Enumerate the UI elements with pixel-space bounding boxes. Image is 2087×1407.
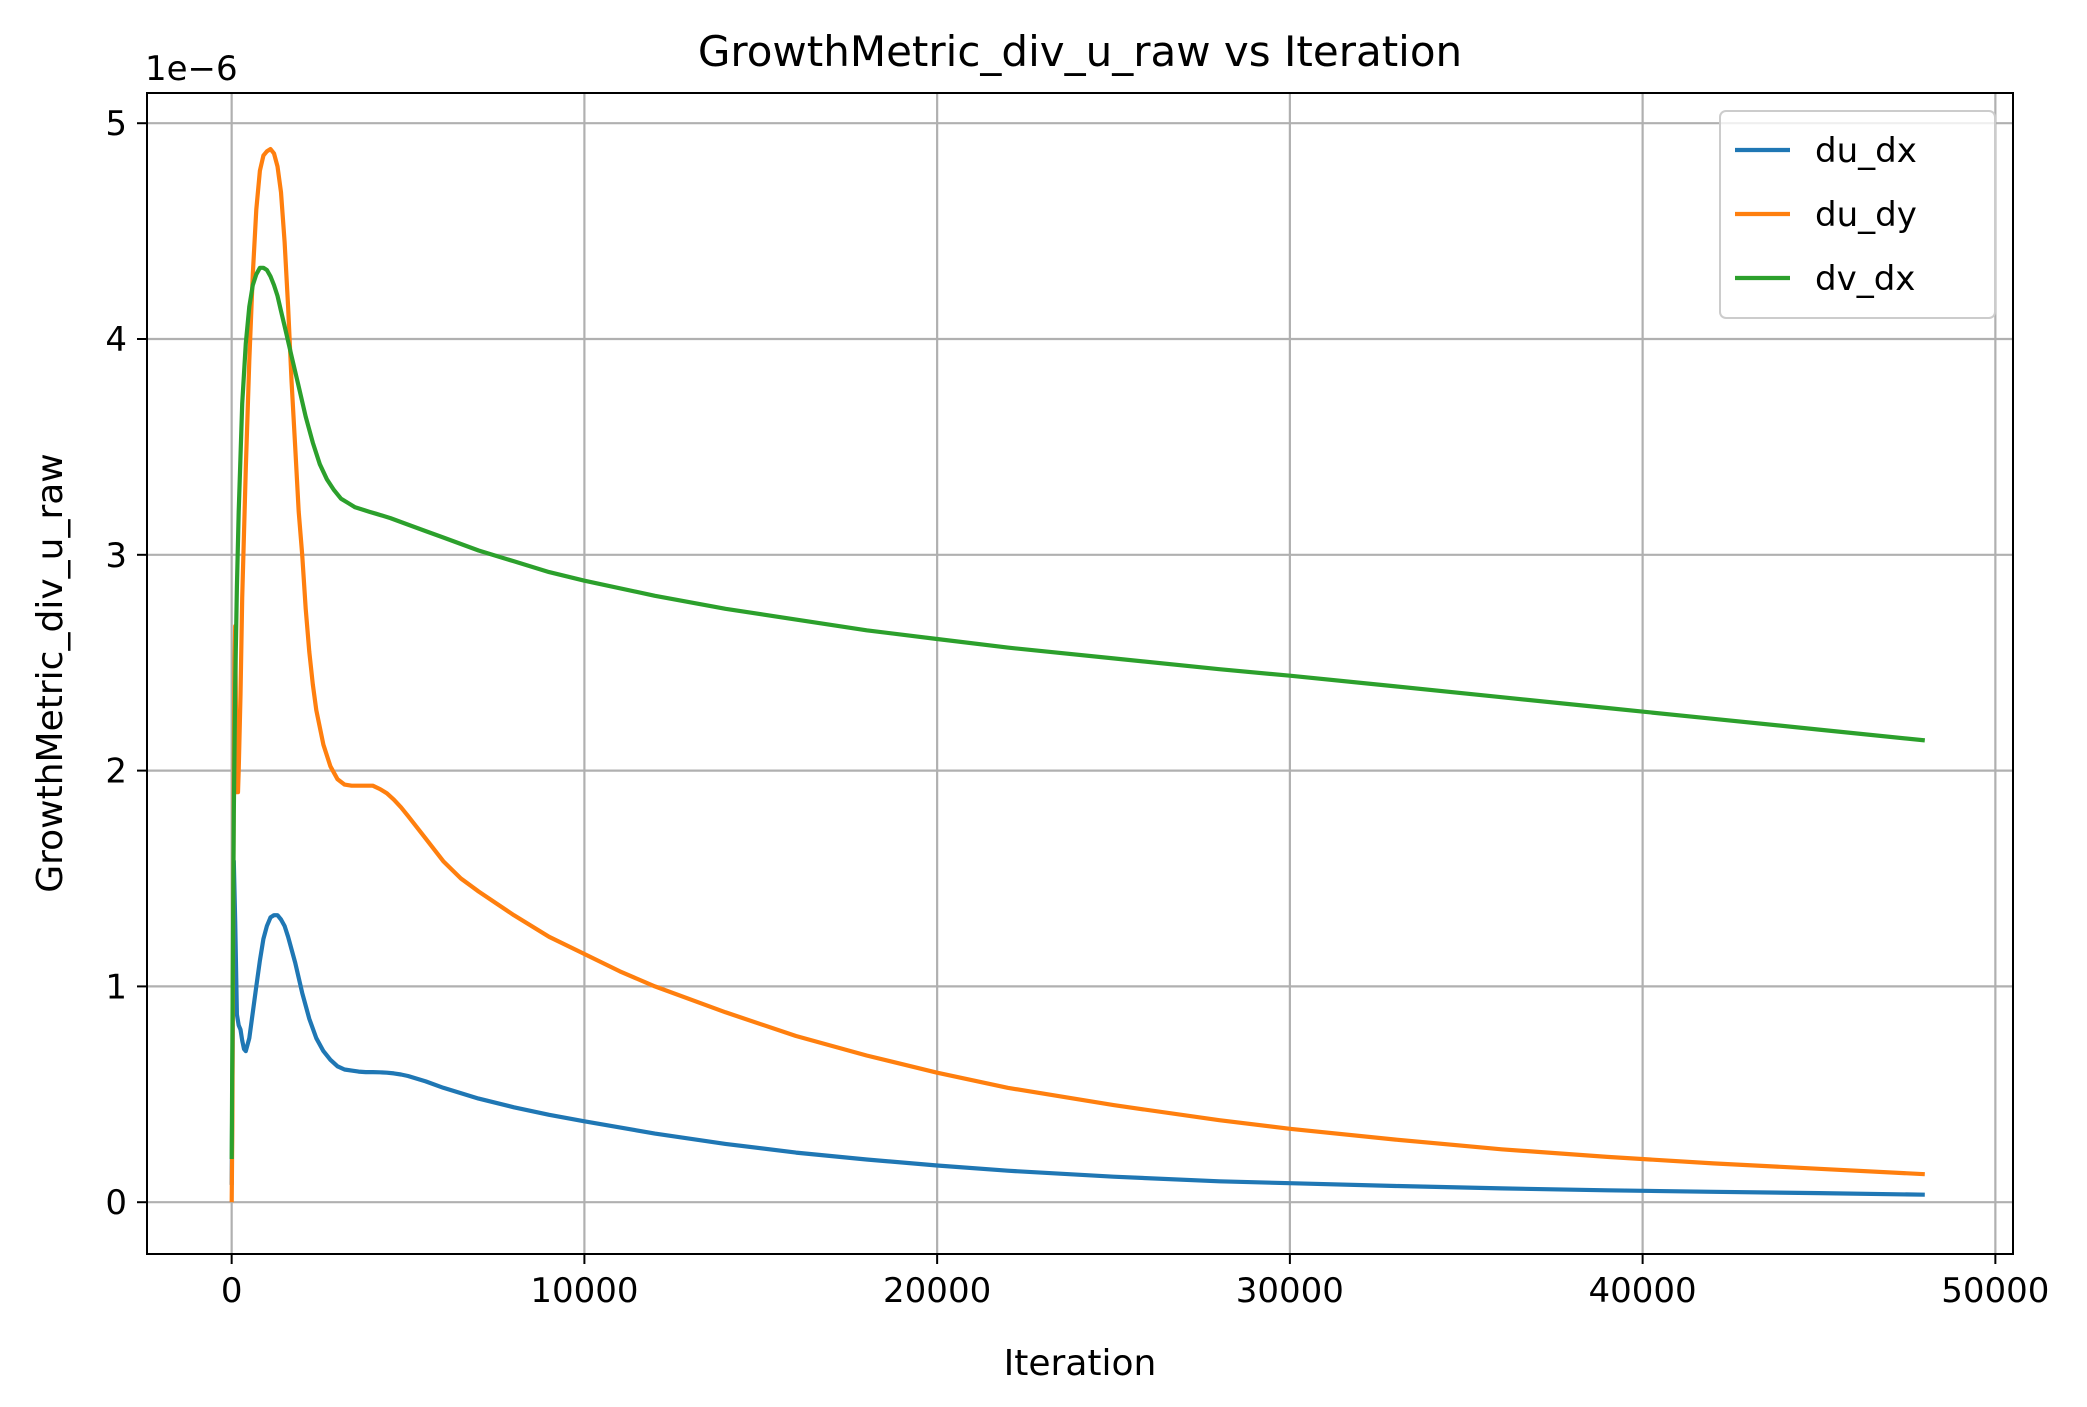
x-tick-label: 20000 xyxy=(883,1271,991,1311)
x-tick-label: 40000 xyxy=(1589,1271,1697,1311)
series-line-du-dx xyxy=(229,859,1925,1197)
legend-label-dv-dx: dv_dx xyxy=(1815,259,1915,299)
series-line-du-dy xyxy=(229,147,1925,1203)
y-axis-label: GrowthMetric_div_u_raw xyxy=(30,453,71,893)
y-tick-label: 1 xyxy=(105,967,127,1007)
series-line-dv-dx xyxy=(229,265,1926,1160)
legend-label-du-dx: du_dx xyxy=(1815,131,1917,171)
y-tick-label: 3 xyxy=(105,536,127,576)
x-axis-label: Iteration xyxy=(1004,1343,1157,1384)
x-tick-label: 10000 xyxy=(530,1271,638,1311)
series-lines xyxy=(229,147,1926,1203)
x-tick-label: 30000 xyxy=(1236,1271,1344,1311)
chart-title: GrowthMetric_div_u_raw vs Iteration xyxy=(698,27,1462,76)
x-tick-label: 50000 xyxy=(1941,1271,2049,1311)
y-offset-label: 1e−6 xyxy=(145,49,238,89)
plot-area xyxy=(147,93,2013,1254)
y-tick-label: 0 xyxy=(105,1183,127,1223)
x-tick-label: 0 xyxy=(221,1271,243,1311)
plot-frame xyxy=(146,92,2014,1255)
legend-label-du-dy: du_dy xyxy=(1815,195,1917,235)
legend: du_dx du_dy dv_dx xyxy=(1719,110,1996,319)
y-tick-label: 4 xyxy=(105,320,127,360)
axis-ticks: 0 10000 20000 30000 40000 50000 0 1 2 3 4 5 xyxy=(105,104,2049,1311)
y-tick-label: 5 xyxy=(105,104,127,144)
legend-box xyxy=(1719,110,1996,319)
y-tick-label: 2 xyxy=(105,752,127,792)
